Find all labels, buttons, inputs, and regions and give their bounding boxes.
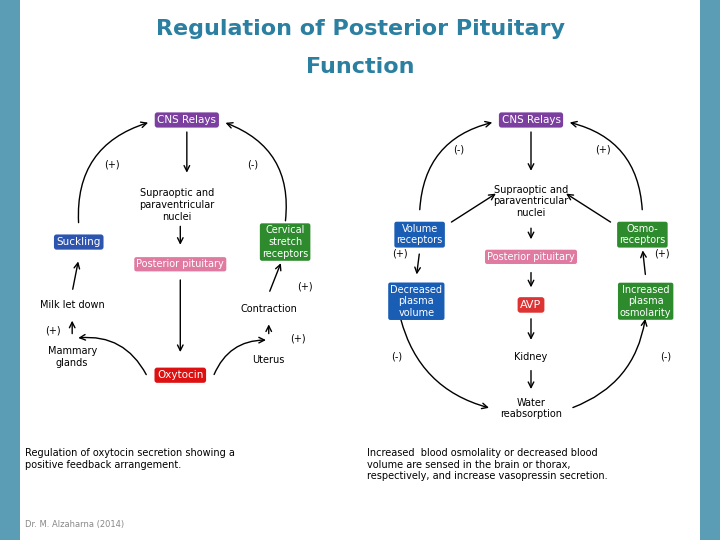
Text: Posterior pituitary: Posterior pituitary (487, 252, 575, 262)
Text: Suckling: Suckling (57, 237, 101, 247)
Text: Contraction: Contraction (240, 303, 297, 314)
Text: Cervical
stretch
receptors: Cervical stretch receptors (262, 226, 308, 259)
Text: (-): (-) (391, 352, 402, 362)
Text: Milk let down: Milk let down (40, 300, 104, 310)
Text: Increased  blood osmolality or decreased blood
volume are sensed in the brain or: Increased blood osmolality or decreased … (367, 448, 608, 481)
Text: Regulation of oxytocin secretion showing a
positive feedback arrangement.: Regulation of oxytocin secretion showing… (25, 448, 235, 470)
Text: CNS Relays: CNS Relays (158, 115, 216, 125)
Text: (-): (-) (660, 352, 671, 362)
Text: Dr. M. Alzaharna (2014): Dr. M. Alzaharna (2014) (25, 520, 125, 529)
Text: Water
reabsorption: Water reabsorption (500, 397, 562, 419)
Text: (+): (+) (654, 248, 670, 258)
Text: Kidney: Kidney (514, 352, 548, 362)
Text: Posterior pituitary: Posterior pituitary (136, 259, 224, 269)
Text: (+): (+) (595, 145, 611, 154)
Text: 16: 16 (695, 517, 713, 530)
Text: Decreased
plasma
volume: Decreased plasma volume (390, 285, 442, 318)
Text: (+): (+) (45, 326, 60, 336)
Text: Oxytocin: Oxytocin (157, 370, 204, 380)
Text: (+): (+) (297, 281, 312, 292)
Text: Function: Function (306, 57, 414, 77)
Text: Mammary
glands: Mammary glands (48, 346, 96, 368)
Text: Supraoptic and
paraventricular
nuclei: Supraoptic and paraventricular nuclei (493, 185, 569, 218)
Text: Regulation of Posterior Pituitary: Regulation of Posterior Pituitary (156, 19, 564, 39)
Text: (+): (+) (104, 159, 120, 170)
Text: AVP: AVP (521, 300, 541, 310)
Text: (-): (-) (454, 145, 464, 154)
Text: (+): (+) (290, 333, 306, 343)
Text: Osmo-
receptors: Osmo- receptors (619, 224, 665, 246)
Text: Increased
plasma
osmolarity: Increased plasma osmolarity (620, 285, 672, 318)
Text: Uterus: Uterus (253, 355, 285, 366)
Text: (+): (+) (392, 248, 408, 258)
Text: Supraoptic and
paraventricular
nuclei: Supraoptic and paraventricular nuclei (140, 188, 215, 221)
Text: CNS Relays: CNS Relays (502, 115, 560, 125)
Text: Volume
receptors: Volume receptors (397, 224, 443, 246)
Text: (-): (-) (247, 159, 258, 170)
